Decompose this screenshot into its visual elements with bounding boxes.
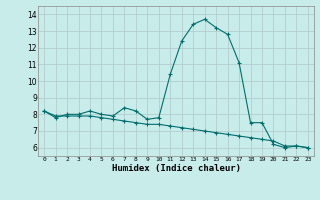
X-axis label: Humidex (Indice chaleur): Humidex (Indice chaleur) bbox=[111, 164, 241, 173]
